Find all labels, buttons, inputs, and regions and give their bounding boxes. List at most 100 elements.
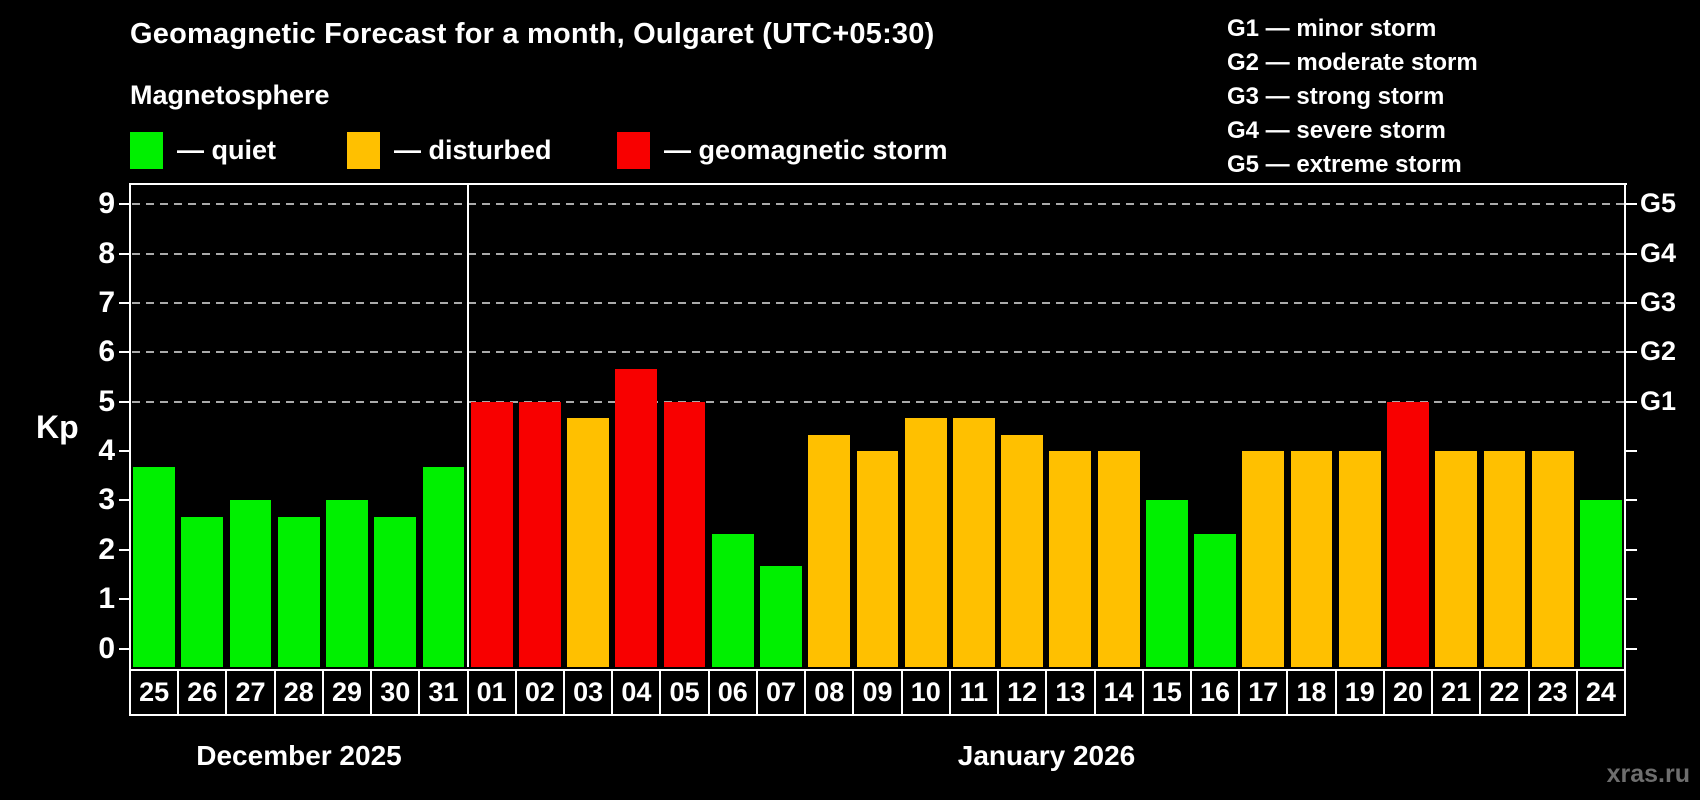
date-cell-22: 22 — [1479, 669, 1530, 716]
legend-quiet-label: — quiet — [177, 134, 276, 165]
date-cell-26: 26 — [177, 669, 228, 716]
date-cell-28: 28 — [273, 669, 324, 716]
date-cell-29: 29 — [321, 669, 373, 716]
date-cell-19: 19 — [1334, 669, 1385, 716]
date-cell-11: 11 — [948, 669, 1000, 716]
kp-bar-16 — [1194, 533, 1236, 667]
date-cell-12: 12 — [997, 669, 1048, 716]
y-tick-label-7: 7 — [98, 286, 115, 320]
chart-title: Geomagnetic Forecast for a month, Oulgar… — [130, 18, 935, 50]
date-cell-21: 21 — [1431, 669, 1482, 716]
legend-disturbed-label: — disturbed — [394, 134, 552, 165]
kp-gridline-6 — [132, 351, 1624, 354]
y-tick-left-9 — [119, 203, 130, 206]
kp-bar-17 — [1242, 451, 1285, 667]
kp-gridline-5 — [132, 400, 1624, 403]
date-cell-14: 14 — [1093, 669, 1144, 716]
storm-scale-legend: G1 — minor storm G2 — moderate storm G3 … — [1227, 12, 1478, 182]
y-tick-right-8 — [1626, 252, 1637, 255]
y-tick-label-8: 8 — [98, 236, 115, 270]
kp-bar-01 — [470, 401, 513, 667]
y-tick-right-6 — [1626, 351, 1637, 354]
y-tick-left-0 — [119, 647, 130, 650]
y-tick-label-9: 9 — [98, 187, 115, 221]
y-tick-label-6: 6 — [98, 335, 115, 369]
y-tick-right-7 — [1626, 302, 1637, 305]
storm-scale-g2: G2 — moderate storm — [1227, 49, 1478, 76]
g-scale-axis-label-G5: G5 — [1640, 188, 1677, 219]
month-label-december: December 2025 — [196, 740, 402, 771]
storm-scale-g3: G3 — strong storm — [1227, 83, 1445, 110]
y-tick-right-1 — [1626, 598, 1637, 601]
g-scale-axis-label-G1: G1 — [1640, 385, 1677, 416]
kp-bar-25 — [133, 467, 175, 667]
date-cell-30: 30 — [370, 669, 421, 716]
kp-bar-27 — [229, 500, 272, 667]
kp-bar-15 — [1145, 500, 1188, 667]
kp-gridline-8 — [132, 252, 1624, 255]
storm-scale-g1: G1 — minor storm — [1227, 15, 1437, 42]
y-tick-left-2 — [119, 548, 130, 551]
magnetosphere-label: Magnetosphere — [130, 80, 330, 110]
kp-bar-28 — [277, 516, 320, 667]
date-cell-05: 05 — [659, 669, 710, 716]
y-tick-left-3 — [119, 499, 130, 502]
y-tick-left-8 — [119, 252, 130, 255]
kp-bar-04 — [615, 368, 658, 667]
kp-bar-12 — [1001, 434, 1044, 667]
y-tick-left-4 — [119, 450, 130, 453]
date-cell-31: 31 — [418, 669, 469, 716]
y-tick-label-3: 3 — [98, 483, 115, 517]
kp-bar-23 — [1531, 451, 1574, 667]
kp-bar-26 — [181, 516, 224, 667]
y-tick-label-1: 1 — [98, 582, 115, 616]
legend-item-storm: — geomagnetic storm — [617, 131, 948, 169]
y-axis-label-kp: Kp — [36, 409, 79, 445]
y-tick-right-3 — [1626, 499, 1637, 502]
plot-right-spine — [1624, 183, 1626, 669]
kp-gridline-9 — [132, 203, 1624, 206]
y-tick-label-2: 2 — [98, 532, 115, 566]
date-cell-04: 04 — [611, 669, 662, 716]
kp-bar-09 — [856, 451, 899, 667]
kp-bar-11 — [953, 418, 995, 667]
kp-bar-03 — [567, 418, 610, 667]
kp-bar-22 — [1483, 451, 1526, 667]
legend-item-disturbed: — disturbed — [347, 131, 552, 169]
kp-bar-06 — [711, 533, 754, 667]
kp-bar-18 — [1290, 451, 1333, 667]
date-cell-06: 06 — [707, 669, 758, 716]
date-cell-27: 27 — [225, 669, 276, 716]
kp-bar-10 — [904, 418, 947, 667]
y-tick-right-9 — [1626, 203, 1637, 206]
date-cell-02: 02 — [514, 669, 566, 716]
storm-scale-g4: G4 — severe storm — [1227, 117, 1446, 144]
date-cell-23: 23 — [1527, 669, 1578, 716]
legend-item-quiet: — quiet — [130, 131, 276, 169]
y-tick-left-5 — [119, 400, 130, 403]
g-scale-axis-label-G4: G4 — [1640, 237, 1677, 268]
plot-top-border — [130, 183, 1627, 185]
storm-scale-g5: G5 — extreme storm — [1227, 151, 1462, 178]
date-cell-13: 13 — [1045, 669, 1096, 716]
kp-bar-19 — [1338, 451, 1381, 667]
kp-bar-20 — [1387, 401, 1429, 667]
kp-gridline-7 — [132, 302, 1624, 305]
date-cell-10: 10 — [900, 669, 951, 716]
date-cell-08: 08 — [804, 669, 855, 716]
date-cell-07: 07 — [755, 669, 807, 716]
watermark-xras: xras.ru — [1606, 760, 1690, 788]
y-tick-right-0 — [1626, 647, 1637, 650]
kp-bar-05 — [663, 401, 706, 667]
date-cell-09: 09 — [852, 669, 903, 716]
date-cell-20: 20 — [1382, 669, 1434, 716]
y-tick-right-2 — [1626, 548, 1637, 551]
kp-bar-14 — [1097, 451, 1140, 667]
kp-bar-30 — [374, 516, 417, 667]
storm-swatch-icon — [617, 131, 650, 169]
g-scale-axis-label-G3: G3 — [1640, 287, 1677, 318]
date-cell-15: 15 — [1141, 669, 1192, 716]
month-label-january: January 2026 — [957, 740, 1136, 771]
y-tick-right-4 — [1626, 450, 1637, 453]
